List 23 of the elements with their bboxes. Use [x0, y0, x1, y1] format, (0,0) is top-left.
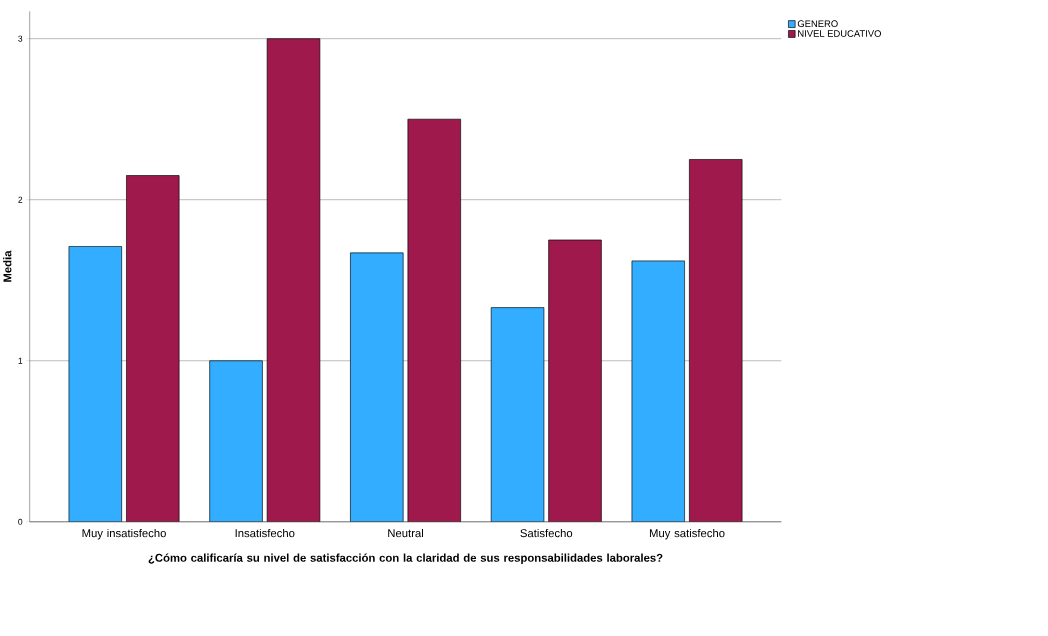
bar: [126, 175, 180, 522]
bar: [548, 240, 602, 522]
x-axis-title: ¿Cómo calificaría su nivel de satisfacción con la claridad de sus responsabilidades laborales?: [148, 553, 663, 565]
bar: [631, 260, 686, 522]
x-tick-label: Satisfecho: [520, 529, 573, 538]
bar: [407, 119, 461, 522]
bar: [209, 360, 263, 522]
y-tick-label: 0: [18, 518, 23, 525]
x-tick-label: Muy satisfecho: [649, 529, 725, 540]
bar: [689, 159, 743, 522]
y-tick-label: 1: [18, 357, 23, 364]
legend-label: GENERO: [797, 20, 838, 28]
x-tick-label: Insatisfecho: [235, 529, 295, 538]
y-tick-label: 2: [18, 196, 23, 203]
x-tick-label: Muy insatisfecho: [82, 529, 166, 540]
x-tick-label: Neutral: [388, 529, 423, 538]
y-tick-label: 3: [18, 35, 23, 42]
bar: [68, 246, 122, 522]
bar: [490, 307, 545, 522]
y-axis-title: Media: [3, 250, 12, 282]
legend-label: NIVEL EDUCATIVO: [798, 30, 881, 37]
bar: [267, 38, 320, 522]
bar: [350, 252, 404, 522]
